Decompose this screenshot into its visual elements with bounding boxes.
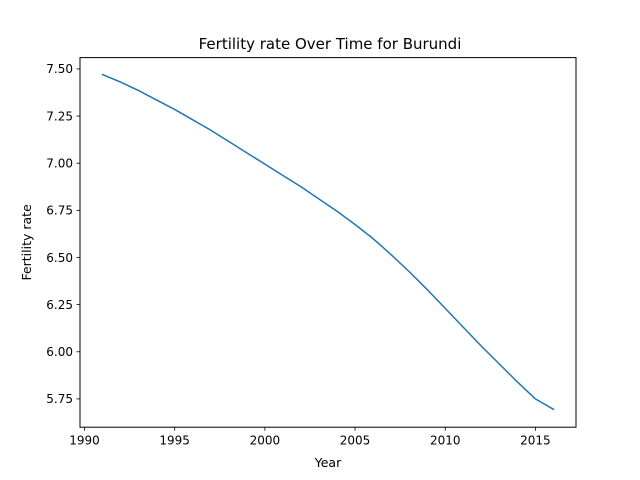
y-tick-label: 7.50 xyxy=(46,62,73,76)
series-line xyxy=(101,73,555,411)
y-tick-label: 7.00 xyxy=(46,157,73,171)
chart-title: Fertility rate Over Time for Burundi xyxy=(199,35,462,53)
y-tick-label: 6.25 xyxy=(46,298,73,312)
x-tick-label: 1995 xyxy=(159,434,190,448)
y-axis-label: Fertility rate xyxy=(19,204,34,281)
x-tick-label: 2010 xyxy=(430,434,461,448)
x-tick-label: 2000 xyxy=(250,434,281,448)
plot-frame xyxy=(79,57,577,428)
y-tick-label: 6.00 xyxy=(46,345,73,359)
x-tick-label: 1990 xyxy=(69,434,100,448)
x-tick-label: 2005 xyxy=(340,434,371,448)
y-tick-label: 6.75 xyxy=(46,204,73,218)
y-tick-label: 7.25 xyxy=(46,109,73,123)
x-axis-label: Year xyxy=(314,455,342,470)
x-tick-label: 2015 xyxy=(520,434,551,448)
y-tick-label: 5.75 xyxy=(46,392,73,406)
y-tick-label: 6.50 xyxy=(46,251,73,265)
